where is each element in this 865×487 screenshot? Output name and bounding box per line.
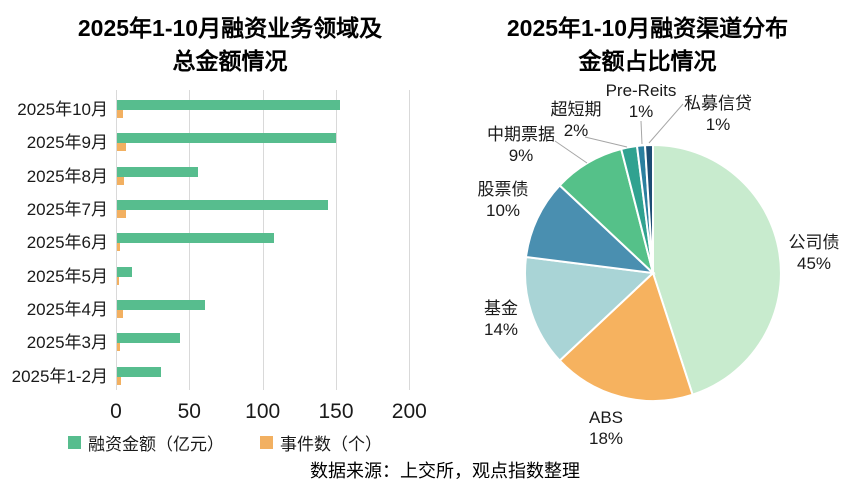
bar-chart-title-line2: 总金额情况 <box>172 48 288 74</box>
pie-slice-股票债 <box>524 183 656 275</box>
pie-slice-公司债 <box>652 143 782 396</box>
category-label: 2025年9月 <box>26 133 108 153</box>
legend-label: 事件数（个） <box>280 435 382 454</box>
category-label: 2025年10月 <box>17 100 108 120</box>
bar-plot-area <box>116 90 426 390</box>
legend-item: 事件数（个） <box>260 430 382 455</box>
bar-financing-amount <box>117 133 336 144</box>
category-label: 2025年6月 <box>26 233 108 253</box>
bar-legend: 融资金额（亿元） 事件数（个） <box>0 430 450 455</box>
bar-event-count <box>117 376 122 385</box>
bar-event-count <box>117 143 126 152</box>
pie-slice-私募信贷 <box>643 143 654 274</box>
bar-financing-amount <box>117 100 340 110</box>
x-tick-label: 150 <box>318 400 354 423</box>
pie-slice-ABS <box>558 271 694 402</box>
bar-financing-amount <box>117 200 329 210</box>
grid-line <box>116 90 117 390</box>
category-label: 2025年7月 <box>26 200 108 220</box>
bar-event-count <box>117 276 119 285</box>
bar-category-axis: 2025年10月 2025年9月 2025年8月 2025年7月 2025年6月 2025… <box>0 90 108 390</box>
pie-chart-title: 2025年1-10月融资渠道分布 金额占比情况 <box>430 12 865 78</box>
bar-x-axis: 0 50 100 150 200 <box>110 400 427 426</box>
bar-event-count <box>117 110 123 118</box>
x-tick-label: 0 <box>110 400 122 423</box>
category-label: 2025年3月 <box>26 333 108 353</box>
pie-chart-title-line1: 2025年1-10月融资渠道分布 <box>506 15 789 41</box>
bar-event-count <box>117 310 123 318</box>
source-note: 数据来源：上交所，观点指数整理 <box>310 461 580 481</box>
bar-financing-amount <box>117 166 198 177</box>
bar-chart-title-line1: 2025年1-10月融资业务领域及 <box>77 15 383 41</box>
grid-line <box>409 90 411 390</box>
legend-label: 融资金额（亿元） <box>88 435 224 454</box>
bar-financing-amount <box>117 333 181 344</box>
legend-item: 融资金额（亿元） <box>68 430 224 455</box>
bar-chart-panel: 2025年1-10月融资业务领域及 总金额情况 2025年10月 2025年9月 2… <box>0 12 460 455</box>
bar-financing-amount <box>117 366 161 377</box>
pie-slice-基金 <box>524 255 656 363</box>
x-tick-label: 200 <box>391 400 427 423</box>
bar-chart-title: 2025年1-10月融资业务领域及 总金额情况 <box>0 12 460 78</box>
bar-event-count <box>117 343 120 352</box>
pie-leader-line <box>640 120 643 145</box>
category-label: 2025年8月 <box>26 166 108 186</box>
legend-swatch <box>260 436 273 449</box>
pie-chart-svg <box>524 103 782 402</box>
x-tick-label: 100 <box>245 400 281 423</box>
grid-line <box>336 90 337 390</box>
category-label: 2025年5月 <box>26 266 108 286</box>
bar-event-count <box>117 243 120 252</box>
x-tick-label: 50 <box>177 400 201 423</box>
pie-leader-line <box>584 136 628 148</box>
pie-chart-panel: 2025年1-10月融资渠道分布 金额占比情况 公司债 45% ABS 18% 基金 14… <box>430 0 865 487</box>
pie-leader-line <box>554 140 588 164</box>
bar-event-count <box>117 210 126 218</box>
pie-chart-title-line2: 金额占比情况 <box>578 48 717 74</box>
bar-financing-amount <box>117 233 274 244</box>
category-label: 2025年1-2月 <box>11 366 108 386</box>
bar-event-count <box>117 176 125 185</box>
legend-swatch <box>68 436 81 449</box>
category-label: 2025年4月 <box>26 300 108 320</box>
pie-leader-line <box>648 103 684 144</box>
bar-financing-amount <box>117 300 205 310</box>
bar-financing-amount <box>117 266 132 277</box>
